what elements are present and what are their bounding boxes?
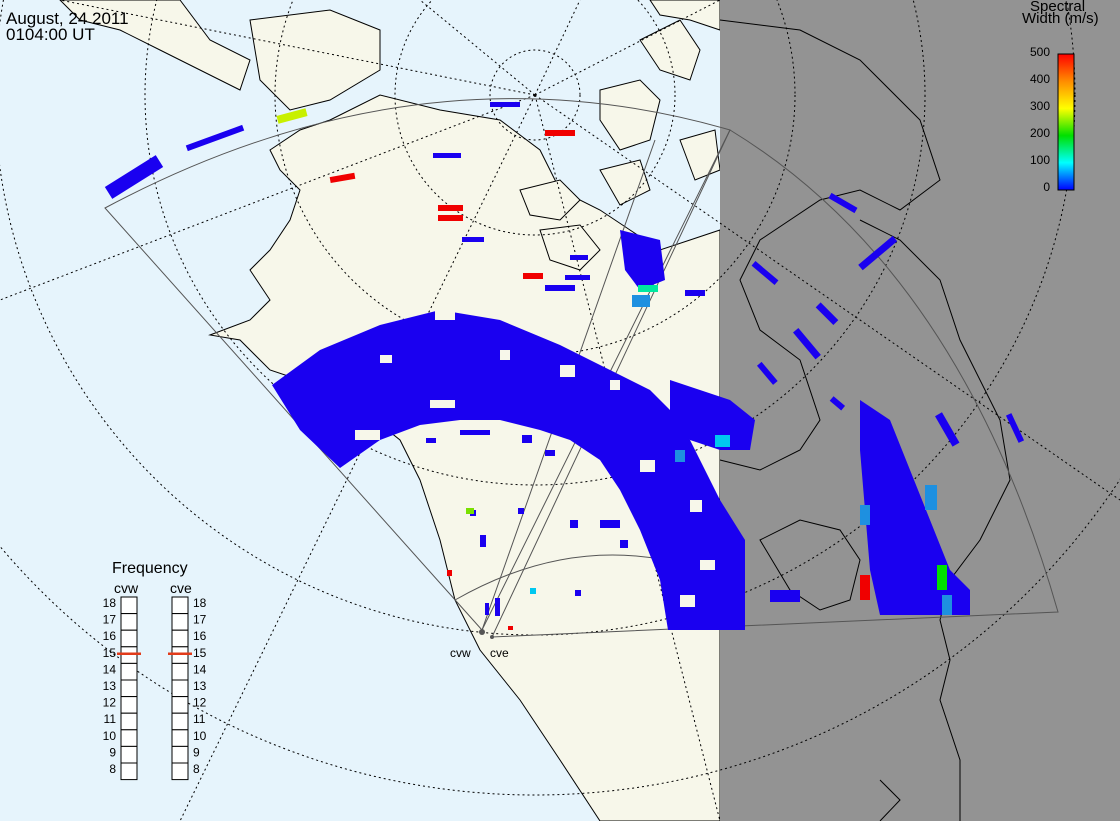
radar-sites	[479, 629, 494, 639]
frequency-cell	[120, 646, 138, 664]
frequency-tick-left: 11	[104, 712, 117, 726]
colorbar-tick-300: 300	[1030, 99, 1050, 113]
frequency-tick-left: 9	[109, 745, 116, 759]
frequency-tick-left: 13	[103, 679, 117, 693]
frequency-tick-left: 18	[103, 596, 117, 610]
frequency-labels-right: 18 17 16 15 14 13 12 11 10 9 8	[193, 596, 207, 776]
frequency-cell	[120, 729, 138, 747]
frequency-cell	[120, 696, 138, 714]
frequency-tick-right: 9	[193, 745, 200, 759]
night-region	[720, 0, 1120, 821]
frequency-cell	[120, 745, 138, 764]
colorbar-tick-0: 0	[1043, 180, 1050, 194]
site-label-cvw: cvw	[450, 646, 471, 660]
time-label: 0104:00 UT	[6, 25, 95, 44]
scatter-gaps	[355, 310, 715, 607]
scatter-band-west	[272, 310, 745, 630]
frequency-cell	[120, 662, 138, 681]
frequency-tick-right: 12	[193, 696, 207, 710]
frequency-cell	[171, 762, 189, 781]
date-label: August, 24 2011	[6, 9, 129, 28]
frequency-cell	[171, 613, 189, 631]
land	[59, 0, 721, 821]
frequency-tick-left: 14	[103, 662, 117, 676]
scatter-band-north	[620, 230, 665, 290]
frequency-tick-right: 18	[193, 596, 207, 610]
frequency-cell	[171, 696, 189, 714]
colorbar-title-line2: Width (m/s)	[1022, 10, 1099, 27]
frequency-tick-right: 15	[193, 646, 207, 660]
colorbar-tick-500: 500	[1030, 45, 1050, 59]
colorbar-tick-400: 400	[1030, 72, 1050, 86]
frequency-tick-left: 12	[103, 696, 117, 710]
frequency-cell	[171, 679, 189, 698]
frequency-labels-left: 18 17 16 15 14 13 12 11 10 9 8	[103, 596, 117, 776]
frequency-tick-left: 10	[103, 729, 117, 743]
site-label-cve: cve	[490, 646, 509, 660]
frequency-cell	[171, 596, 189, 615]
frequency-radar-left: cvw	[114, 580, 139, 596]
frequency-tick-left: 8	[109, 762, 116, 776]
frequency-tick-left: 15	[103, 646, 117, 660]
colorbar-title-line1: Spectral	[1030, 0, 1086, 15]
frequency-title: Frequency	[112, 560, 188, 577]
site-marker-cvw	[479, 629, 485, 635]
frequency-cell	[120, 596, 138, 615]
colorbar-ticks: 500 400 300 200 100 0	[1030, 45, 1050, 194]
frequency-cell	[120, 629, 138, 648]
frequency-tick-left: 16	[103, 629, 117, 643]
radar-fov	[104, 98, 1059, 638]
frequency-cell	[171, 712, 189, 731]
frequency-tick-right: 13	[193, 679, 207, 693]
frequency-tick-right: 8	[193, 762, 200, 776]
scatter-band-east	[860, 400, 970, 615]
frequency-tick-right: 16	[193, 629, 207, 643]
frequency-cell	[171, 646, 189, 664]
frequency-tick-right: 11	[193, 712, 206, 726]
scatter-band-mid	[670, 380, 755, 450]
backscatter-cells	[104, 102, 1025, 630]
frequency-cell	[120, 762, 138, 781]
frequency-cell	[171, 745, 189, 764]
frequency-cell	[120, 712, 138, 731]
frequency-tick-right: 17	[193, 613, 207, 627]
frequency-scale-cve	[168, 596, 192, 781]
frequency-scale-cvw	[117, 596, 141, 781]
frequency-cell	[171, 729, 189, 747]
spectral-width-colorbar	[1057, 53, 1075, 191]
frequency-cell	[171, 662, 189, 681]
frequency-cell	[120, 613, 138, 631]
frequency-radar-right: cve	[170, 580, 192, 596]
site-marker-cve	[490, 635, 494, 639]
frequency-tick-right: 14	[193, 662, 207, 676]
colorbar-tick-100: 100	[1030, 153, 1050, 167]
colorbar-tick-200: 200	[1030, 126, 1050, 140]
frequency-tick-left: 17	[103, 613, 117, 627]
frequency-cell	[171, 629, 189, 648]
frequency-tick-right: 10	[193, 729, 207, 743]
scatter-high-width	[276, 108, 952, 630]
frequency-cell	[120, 679, 138, 698]
